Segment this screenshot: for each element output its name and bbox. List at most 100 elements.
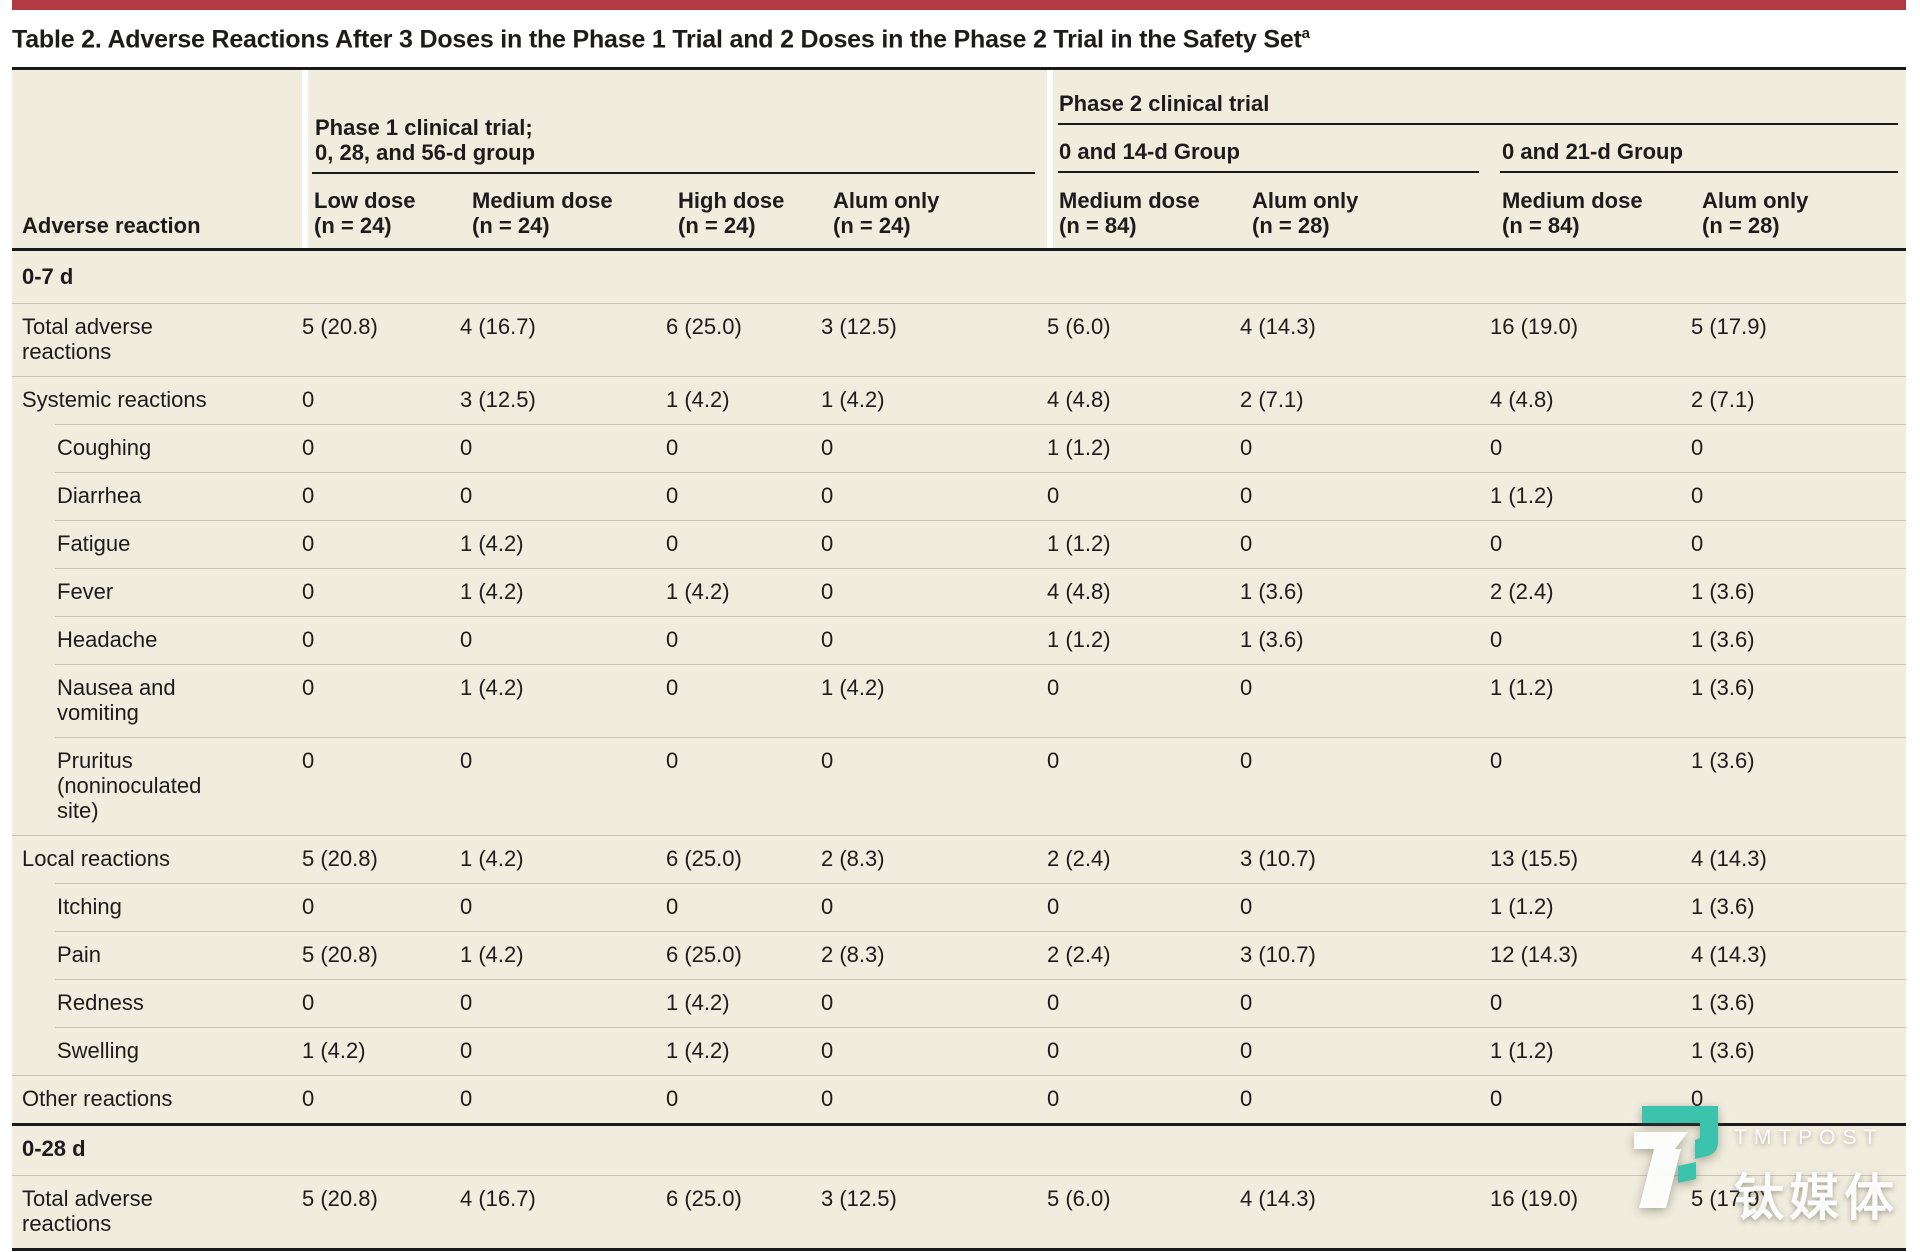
cell-value: 0 bbox=[1490, 627, 1503, 653]
cell-value: 4 (14.3) bbox=[1691, 942, 1767, 968]
section-header-row: 0-7 d bbox=[22, 264, 74, 290]
table-row: Systemic reactions 0 3 (12.5) 1 (4.2) 1 (4.2… bbox=[12, 376, 1906, 424]
cell-value: 0 bbox=[1490, 435, 1503, 461]
cell-value: 0 bbox=[821, 483, 834, 509]
cell-value: 0 bbox=[1240, 675, 1253, 701]
column-header: Alum only (n = 28) bbox=[1702, 188, 1809, 239]
cell-value: 1 (3.6) bbox=[1691, 1038, 1755, 1064]
cell-value: 3 (12.5) bbox=[821, 314, 897, 340]
cell-value: 5 (6.0) bbox=[1047, 1186, 1111, 1212]
row-label: Pruritus (noninoculated site) bbox=[57, 748, 202, 824]
cell-value: 1 (4.2) bbox=[460, 846, 524, 872]
cell-value: 0 bbox=[302, 435, 315, 461]
cell-value: 4 (16.7) bbox=[460, 1186, 536, 1212]
table-row: Headache 0 0 0 0 1 (1.2) 1 (3.6) 0 1 (3.6) bbox=[12, 616, 1906, 664]
cell-value: 0 bbox=[460, 627, 473, 653]
cell-value: 0 bbox=[1047, 748, 1060, 774]
cell-value: 0 bbox=[302, 1086, 315, 1112]
cell-value: 3 (10.7) bbox=[1240, 846, 1316, 872]
accent-bar bbox=[12, 0, 1906, 10]
footnote-marker: a bbox=[1301, 25, 1310, 42]
cell-value: 0 bbox=[666, 531, 679, 557]
table-row: Fever 0 1 (4.2) 1 (4.2) 0 4 (4.8) 1 (3.6) 2 (2.… bbox=[12, 568, 1906, 616]
table-row: Redness 0 0 1 (4.2) 0 0 0 0 1 (3.6) bbox=[12, 979, 1906, 1027]
cell-value: 0 bbox=[1047, 990, 1060, 1016]
cell-value: 2 (2.4) bbox=[1047, 846, 1111, 872]
phase1-group: Phase 1 clinical trial; 0, 28, and 56-d … bbox=[308, 70, 1047, 249]
row-label: Local reactions bbox=[22, 846, 170, 872]
subgroup-0-21d: 0 and 21-d Group Medium dose (n = 84) Alu… bbox=[1495, 125, 1906, 248]
cell-value: 2 (2.4) bbox=[1490, 579, 1554, 605]
row-label: Fatigue bbox=[57, 531, 131, 557]
cell-value: 4 (14.3) bbox=[1240, 314, 1316, 340]
cell-value: 4 (14.3) bbox=[1691, 846, 1767, 872]
phase2-subgroups: 0 and 14-d Group Medium dose (n = 84) Alu… bbox=[1053, 125, 1906, 248]
cell-value: 1 (3.6) bbox=[1240, 579, 1304, 605]
table-body: 0-7 d Total adverse reactions 5 (20.8) 4 (1… bbox=[12, 251, 1906, 1249]
cell-value: 5 (17.9) bbox=[1691, 1186, 1767, 1212]
cell-value: 0 bbox=[821, 1086, 834, 1112]
title-text: Table 2. Adverse Reactions After 3 Doses… bbox=[12, 25, 1302, 54]
cell-value: 13 (15.5) bbox=[1490, 846, 1579, 872]
subgroup-0-14d-columns: Medium dose (n = 84) Alum only (n = 28) bbox=[1053, 173, 1495, 248]
cell-value: 0 bbox=[302, 387, 315, 413]
cell-value: 0 bbox=[1047, 894, 1060, 920]
cell-value: 0 bbox=[302, 531, 315, 557]
column-header: Alum only (n = 28) bbox=[1252, 188, 1359, 239]
cell-value: 1 (3.6) bbox=[1691, 579, 1755, 605]
cell-value: 5 (20.8) bbox=[302, 942, 378, 968]
cell-value: 5 (20.8) bbox=[302, 846, 378, 872]
cell-value: 1 (3.6) bbox=[1691, 748, 1755, 774]
cell-value: 0 bbox=[1490, 990, 1503, 1016]
adverse-reactions-table: Adverse reaction Phase 1 clinical trial;… bbox=[12, 67, 1906, 1252]
cell-value: 0 bbox=[1490, 1086, 1503, 1112]
cell-value: 1 (1.2) bbox=[1490, 675, 1554, 701]
cell-value: 0 bbox=[1490, 748, 1503, 774]
cell-value: 0 bbox=[1047, 675, 1060, 701]
cell-value: 0 bbox=[1240, 483, 1253, 509]
cell-value: 1 (3.6) bbox=[1240, 627, 1304, 653]
subgroup-0-14d-label: 0 and 14-d Group bbox=[1059, 139, 1240, 165]
cell-value: 1 (4.2) bbox=[460, 675, 524, 701]
cell-value: 0 bbox=[821, 627, 834, 653]
cell-value: 1 (4.2) bbox=[460, 531, 524, 557]
cell-value: 2 (7.1) bbox=[1240, 387, 1304, 413]
cell-value: 0 bbox=[821, 579, 834, 605]
cell-value: 0 bbox=[1240, 894, 1253, 920]
cell-value: 0 bbox=[460, 1086, 473, 1112]
table-row: Other reactions 0 0 0 0 0 0 0 0 bbox=[12, 1075, 1906, 1123]
column-header: High dose (n = 24) bbox=[678, 188, 785, 239]
table-row: Pain 5 (20.8) 1 (4.2) 6 (25.0) 2 (8.3) 2 (2.4… bbox=[12, 931, 1906, 979]
cell-value: 0 bbox=[1691, 435, 1704, 461]
cell-value: 4 (4.8) bbox=[1047, 387, 1111, 413]
cell-value: 0 bbox=[1047, 483, 1060, 509]
cell-value: 4 (4.8) bbox=[1490, 387, 1554, 413]
table-row: Pruritus (noninoculated site) 0 0 0 0 0 0 0 1 (3… bbox=[12, 737, 1906, 835]
table-row: Total adverse reactions 5 (20.8) 4 (16.7) 6… bbox=[12, 303, 1906, 376]
table-row: Total adverse reactions 5 (20.8) 4 (16.7) 6… bbox=[12, 1175, 1906, 1248]
cell-value: 0 bbox=[460, 748, 473, 774]
cell-value: 0 bbox=[1240, 1038, 1253, 1064]
cell-value: 1 (1.2) bbox=[1047, 435, 1111, 461]
phase1-group-underline bbox=[312, 172, 1035, 175]
cell-value: 0 bbox=[821, 531, 834, 557]
cell-value: 1 (4.2) bbox=[666, 579, 730, 605]
cell-value: 0 bbox=[1240, 1086, 1253, 1112]
table-row: Diarrhea 0 0 0 0 0 0 1 (1.2) 0 bbox=[12, 472, 1906, 520]
cell-value: 0 bbox=[666, 1086, 679, 1112]
cell-value: 3 (10.7) bbox=[1240, 942, 1316, 968]
row-label: Nausea and vomiting bbox=[57, 675, 176, 726]
cell-value: 16 (19.0) bbox=[1490, 1186, 1579, 1212]
cell-value: 0 bbox=[460, 435, 473, 461]
page-title: Table 2. Adverse Reactions After 3 Doses… bbox=[0, 0, 1920, 67]
cell-value: 0 bbox=[1490, 531, 1503, 557]
cell-value: 0 bbox=[302, 990, 315, 1016]
cell-value: 1 (1.2) bbox=[1490, 483, 1554, 509]
row-label: Other reactions bbox=[22, 1086, 173, 1112]
cell-value: 1 (3.6) bbox=[1691, 990, 1755, 1016]
cell-value: 0 bbox=[1240, 990, 1253, 1016]
cell-value: 0 bbox=[302, 894, 315, 920]
cell-value: 0 bbox=[821, 990, 834, 1016]
cell-value: 0 bbox=[460, 1038, 473, 1064]
cell-value: 0 bbox=[302, 579, 315, 605]
